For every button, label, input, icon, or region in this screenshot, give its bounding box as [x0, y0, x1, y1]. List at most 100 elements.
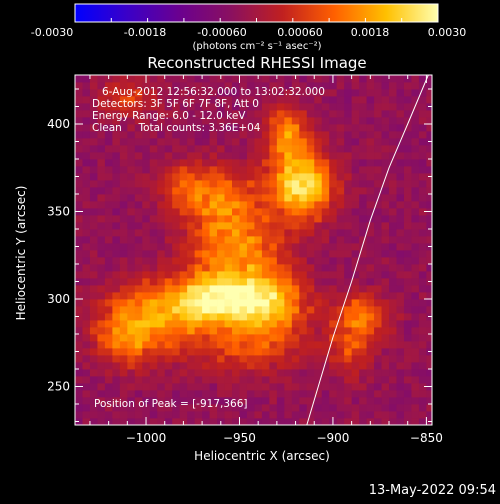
heatmap-cell	[366, 285, 375, 293]
heatmap-cell	[344, 194, 353, 202]
heatmap-cell	[336, 355, 345, 363]
heatmap-cell	[389, 292, 397, 300]
heatmap-cell	[187, 187, 196, 195]
heatmap-cell	[172, 264, 181, 272]
heatmap-cell	[351, 222, 360, 230]
heatmap-cell	[389, 222, 397, 230]
heatmap-cell	[351, 383, 360, 391]
heatmap-cell	[127, 243, 136, 251]
colorbar-tick-label: 0.0030	[428, 26, 467, 39]
heatmap-cell	[179, 222, 188, 230]
heatmap-cell	[232, 250, 240, 258]
heatmap-cell	[104, 376, 113, 384]
heatmap-cell	[276, 131, 285, 139]
heatmap-cell	[187, 103, 196, 111]
heatmap-cell	[321, 355, 330, 363]
heatmap-cell	[75, 152, 83, 160]
heatmap-cell	[261, 348, 270, 356]
heatmap-cell	[239, 271, 248, 279]
heatmap-cell	[239, 96, 248, 104]
heatmap-cell	[389, 180, 397, 188]
heatmap-cell	[232, 152, 240, 160]
heatmap-cell	[89, 194, 98, 202]
heatmap-cell	[179, 257, 188, 265]
heatmap-cell	[276, 236, 285, 244]
heatmap-cell	[254, 376, 263, 384]
heatmap-cell	[157, 306, 166, 314]
heatmap-cell	[224, 278, 233, 286]
heatmap-cell	[75, 299, 83, 307]
heatmap-cell	[374, 187, 382, 195]
heatmap-cell	[261, 145, 270, 153]
heatmap-cell	[97, 215, 106, 223]
heatmap-cell	[254, 320, 263, 328]
heatmap-cell	[291, 201, 300, 209]
heatmap-cell	[351, 75, 360, 83]
heatmap-cell	[119, 390, 128, 398]
heatmap-cell	[187, 180, 196, 188]
heatmap-cell	[344, 383, 353, 391]
heatmap-cell	[82, 236, 91, 244]
heatmap-cell	[389, 96, 397, 104]
heatmap-cell	[306, 257, 315, 265]
heatmap-cell	[374, 299, 382, 307]
heatmap-cell	[82, 299, 91, 307]
colorbar-tick-label: -0.0030	[31, 26, 73, 39]
heatmap-cell	[329, 208, 338, 216]
heatmap-cell	[142, 390, 151, 398]
heatmap-cell	[344, 180, 353, 188]
heatmap-cell	[306, 411, 315, 419]
heatmap-cell	[194, 299, 203, 307]
heatmap-cell	[351, 334, 360, 342]
heatmap-cell	[127, 117, 136, 125]
heatmap-cell	[336, 236, 345, 244]
heatmap-cell	[418, 292, 427, 300]
heatmap-cell	[381, 96, 390, 104]
heatmap-cell	[396, 243, 405, 251]
heatmap-cell	[157, 418, 166, 425]
heatmap-cell	[82, 243, 91, 251]
heatmap-cell	[291, 173, 300, 181]
heatmap-cell	[329, 222, 338, 230]
heatmap-cell	[217, 201, 225, 209]
heatmap-cell	[232, 278, 240, 286]
heatmap-cell	[321, 397, 330, 405]
heatmap-cell	[82, 124, 91, 132]
heatmap-cell	[82, 215, 91, 223]
heatmap-cell	[389, 285, 397, 293]
heatmap-cell	[119, 187, 128, 195]
heatmap-cell	[202, 201, 210, 209]
heatmap-cell	[172, 138, 181, 146]
heatmap-cell	[179, 173, 188, 181]
heatmap-cell	[119, 383, 128, 391]
heatmap-cell	[403, 173, 412, 181]
heatmap-cell	[187, 145, 196, 153]
heatmap-cell	[306, 173, 315, 181]
heatmap-cell	[134, 383, 143, 391]
heatmap-cell	[172, 236, 181, 244]
heatmap-cell	[149, 362, 158, 370]
heatmap-cell	[202, 250, 210, 258]
heatmap-cell	[336, 173, 345, 181]
heatmap-cell	[246, 208, 255, 216]
heatmap-cell	[389, 208, 397, 216]
heatmap-cell	[82, 201, 91, 209]
heatmap-cell	[224, 208, 233, 216]
heatmap-cell	[75, 117, 83, 125]
heatmap-cell	[366, 264, 375, 272]
heatmap-cell	[217, 341, 225, 349]
heatmap-cell	[187, 369, 196, 377]
heatmap-cell	[82, 397, 91, 405]
heatmap-cell	[291, 278, 300, 286]
heatmap-cell	[134, 355, 143, 363]
heatmap-cell	[179, 96, 188, 104]
heatmap-cell	[284, 75, 293, 83]
heatmap-cell	[344, 411, 353, 419]
heatmap-cell	[134, 390, 143, 398]
heatmap-cell	[82, 166, 91, 174]
heatmap-cell	[172, 166, 181, 174]
heatmap-cell	[381, 222, 390, 230]
heatmap-cell	[134, 411, 143, 419]
heatmap-cell	[329, 103, 338, 111]
heatmap-cell	[97, 75, 106, 83]
